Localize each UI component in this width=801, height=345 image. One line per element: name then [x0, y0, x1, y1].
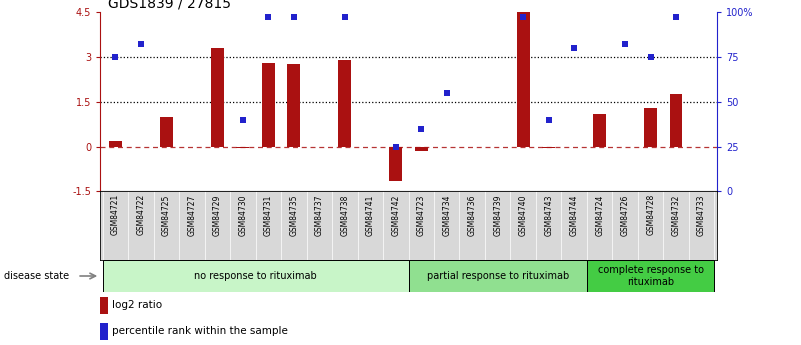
Text: GSM84728: GSM84728	[646, 194, 655, 236]
Text: GSM84742: GSM84742	[391, 194, 400, 236]
Text: GDS1839 / 27815: GDS1839 / 27815	[108, 0, 231, 10]
Text: percentile rank within the sample: percentile rank within the sample	[112, 326, 288, 336]
Text: no response to rituximab: no response to rituximab	[194, 271, 317, 281]
Text: GSM84727: GSM84727	[187, 194, 196, 236]
Text: GSM84735: GSM84735	[289, 194, 298, 236]
Bar	[103, 260, 409, 292]
Text: GSM84729: GSM84729	[213, 194, 222, 236]
Text: GSM84738: GSM84738	[340, 194, 349, 236]
Bar	[542, 147, 555, 148]
Text: partial response to rituximab: partial response to rituximab	[427, 271, 569, 281]
Bar	[100, 323, 107, 339]
Point	[262, 15, 275, 20]
Text: disease state: disease state	[4, 271, 69, 281]
Text: GSM84741: GSM84741	[366, 194, 375, 236]
Bar	[517, 12, 529, 147]
Bar	[100, 297, 107, 314]
Bar	[160, 117, 173, 147]
Text: GSM84721: GSM84721	[111, 194, 120, 236]
Bar	[211, 48, 223, 147]
Bar	[109, 141, 122, 147]
Point	[670, 15, 682, 20]
Text: GSM84726: GSM84726	[621, 194, 630, 236]
Text: GSM84736: GSM84736	[468, 194, 477, 236]
Text: GSM84744: GSM84744	[570, 194, 578, 236]
Point	[338, 15, 351, 20]
Text: complete response to
rituximab: complete response to rituximab	[598, 265, 703, 287]
Text: GSM84733: GSM84733	[697, 194, 706, 236]
Text: GSM84724: GSM84724	[595, 194, 604, 236]
Point	[568, 45, 581, 51]
Text: GSM84737: GSM84737	[315, 194, 324, 236]
Point	[644, 54, 657, 60]
Bar	[409, 260, 587, 292]
Text: GSM84732: GSM84732	[671, 194, 681, 236]
Text: GSM84722: GSM84722	[136, 194, 146, 236]
Point	[618, 42, 631, 47]
Bar	[236, 147, 249, 148]
Bar	[288, 65, 300, 147]
Bar	[338, 60, 351, 147]
Text: GSM84730: GSM84730	[239, 194, 248, 236]
Text: GSM84740: GSM84740	[519, 194, 528, 236]
Text: GSM84739: GSM84739	[493, 194, 502, 236]
Text: GSM84725: GSM84725	[162, 194, 171, 236]
Point	[441, 90, 453, 96]
Point	[109, 54, 122, 60]
Point	[542, 117, 555, 122]
Bar	[670, 94, 682, 147]
Point	[517, 15, 529, 20]
Text: GSM84743: GSM84743	[544, 194, 553, 236]
Bar	[415, 147, 428, 151]
Text: GSM84734: GSM84734	[442, 194, 451, 236]
Bar	[262, 63, 275, 147]
Point	[236, 117, 249, 122]
Bar	[389, 147, 402, 181]
Point	[389, 144, 402, 149]
Point	[415, 126, 428, 131]
Bar	[594, 114, 606, 147]
Text: log2 ratio: log2 ratio	[112, 300, 162, 310]
Point	[135, 42, 147, 47]
Text: GSM84731: GSM84731	[264, 194, 273, 236]
Text: GSM84723: GSM84723	[417, 194, 426, 236]
Bar	[644, 108, 657, 147]
Bar	[587, 260, 714, 292]
Point	[288, 15, 300, 20]
